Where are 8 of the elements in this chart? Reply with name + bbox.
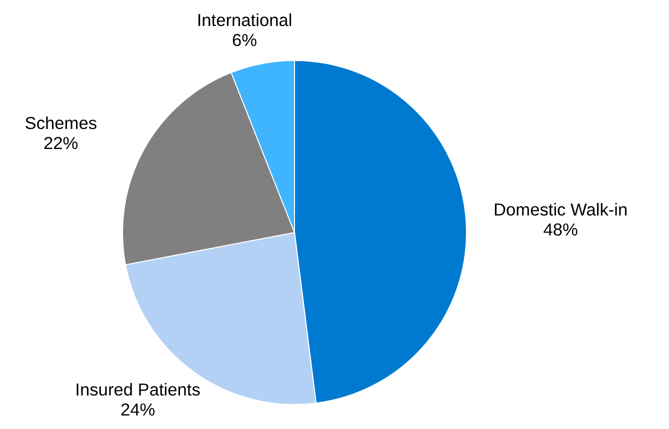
data-label: 48% [543, 220, 578, 240]
data-label: 6% [232, 30, 258, 50]
slice-label: Schemes [24, 113, 98, 134]
data-label: 22% [44, 133, 78, 154]
slice-label: Domestic Walk-in [494, 200, 628, 220]
slice-label: Insured Patients [75, 379, 201, 400]
data-label: 24% [120, 399, 156, 420]
slice-label: International [196, 10, 292, 30]
